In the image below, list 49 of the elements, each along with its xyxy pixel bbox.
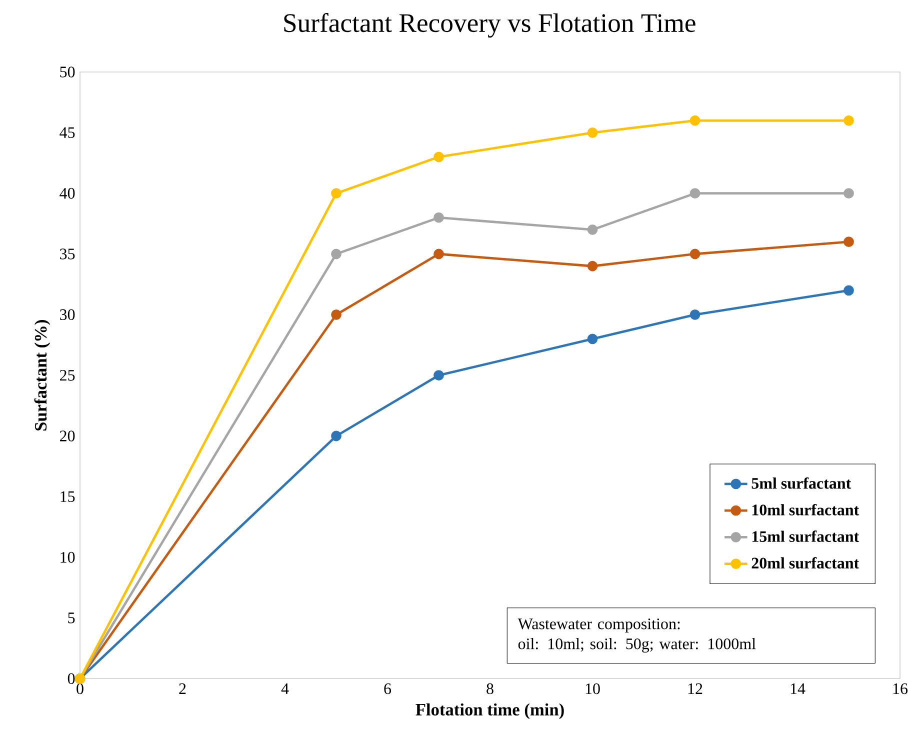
x-tick-label: 0 [76, 683, 84, 694]
point [434, 212, 444, 223]
point [690, 309, 700, 320]
y-tick-label: 25 [60, 370, 75, 381]
y-tick-label: 0 [68, 673, 75, 684]
x-tick-label: 8 [486, 683, 494, 694]
point [434, 152, 444, 162]
y-tick-label: 20 [60, 430, 75, 442]
point [844, 236, 854, 248]
point [690, 188, 700, 199]
point [331, 188, 342, 199]
point [844, 285, 854, 296]
point [690, 115, 700, 126]
y-tick-label: 35 [60, 248, 75, 260]
x-axis-title: Flotation time (min) [416, 703, 564, 720]
point [587, 224, 598, 235]
y-tick-label: 10 [60, 552, 75, 563]
x-tick-label: 14 [790, 683, 806, 694]
legend-label: 20ml surfactant [752, 557, 860, 569]
x-tick-label: 2 [179, 683, 186, 694]
point [434, 370, 444, 381]
x-tick-label: 6 [384, 683, 392, 694]
y-tick-label: 45 [60, 127, 75, 138]
point [587, 334, 598, 344]
legend-label: 15ml surfactant [752, 530, 860, 542]
x-tick-label: 12 [688, 683, 702, 694]
x-tick-label: 4 [281, 683, 289, 694]
y-tick-label: 5 [68, 612, 75, 624]
y-axis-title: Surfactant (%) [34, 320, 50, 430]
x-tick-label: 10 [586, 683, 600, 694]
legend-label: 10ml surfactant [752, 504, 860, 516]
annotation: Wastewater composition: [518, 618, 680, 633]
y-tick-label: 30 [60, 309, 75, 320]
chart-title: Surfactant Recovery vs Flotation Time [284, 13, 696, 38]
x-tick-label: 16 [893, 683, 908, 694]
y-tick-label: 50 [60, 66, 75, 78]
point [331, 248, 342, 260]
legend-label: 5ml surfactant [752, 477, 852, 489]
annotation: oil: 10ml; soil: 50g; water: 1000ml [518, 638, 756, 653]
point [331, 309, 342, 320]
point [844, 115, 854, 126]
point [331, 430, 342, 442]
point [587, 260, 598, 272]
point [690, 248, 700, 260]
y-tick-label: 40 [60, 188, 75, 199]
point [434, 248, 444, 260]
point [844, 188, 854, 199]
y-tick-label: 15 [60, 491, 75, 502]
point [587, 127, 598, 138]
